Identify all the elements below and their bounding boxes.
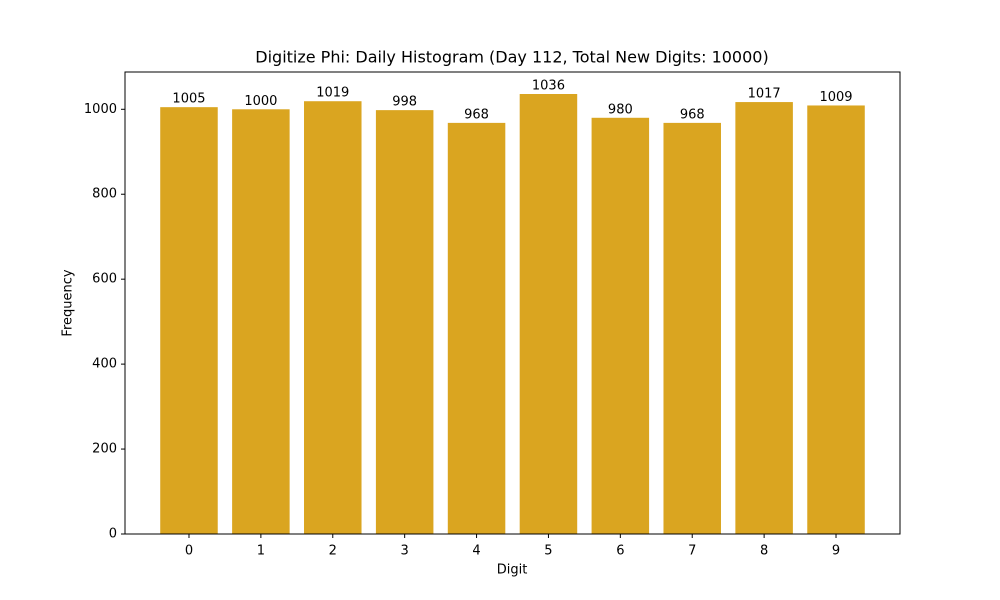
value-label: 980	[608, 102, 633, 117]
x-tick-label: 1	[257, 544, 265, 559]
value-label: 1017	[748, 87, 781, 102]
x-tick-label: 0	[185, 544, 193, 559]
x-tick-label: 4	[472, 544, 480, 559]
bar	[735, 102, 793, 535]
bar	[519, 94, 578, 534]
value-label: 1009	[819, 90, 852, 105]
value-label: 1000	[244, 94, 277, 109]
x-tick-label: 7	[688, 544, 696, 559]
x-tick-label: 5	[544, 544, 552, 559]
x-axis-label: Digit	[497, 563, 528, 578]
value-label: 1005	[172, 92, 205, 107]
bar	[591, 117, 650, 534]
value-label: 968	[680, 107, 705, 122]
value-label: 1019	[316, 86, 349, 101]
value-label: 968	[464, 107, 489, 122]
bar	[375, 110, 434, 535]
bar	[232, 109, 290, 534]
bar	[807, 105, 865, 535]
bar	[160, 107, 218, 535]
x-tick-label: 2	[329, 544, 337, 559]
y-tick-label: 400	[92, 357, 117, 372]
value-label: 998	[392, 95, 417, 110]
chart-title: Digitize Phi: Daily Histogram (Day 112, …	[255, 48, 768, 67]
bar	[304, 101, 362, 534]
x-tick-label: 8	[760, 544, 768, 559]
y-tick-label: 800	[92, 187, 117, 202]
y-tick-label: 0	[109, 527, 117, 542]
plot-frame	[124, 71, 901, 535]
bar	[447, 122, 506, 534]
x-tick-label: 9	[832, 544, 840, 559]
bar	[663, 122, 721, 534]
x-tick-label: 3	[401, 544, 409, 559]
y-tick-label: 200	[92, 442, 117, 457]
value-label: 1036	[532, 79, 565, 94]
y-tick-label: 1000	[84, 102, 117, 117]
x-tick-label: 6	[616, 544, 624, 559]
y-axis-label: Frequency	[61, 269, 76, 336]
y-tick-label: 600	[92, 272, 117, 287]
